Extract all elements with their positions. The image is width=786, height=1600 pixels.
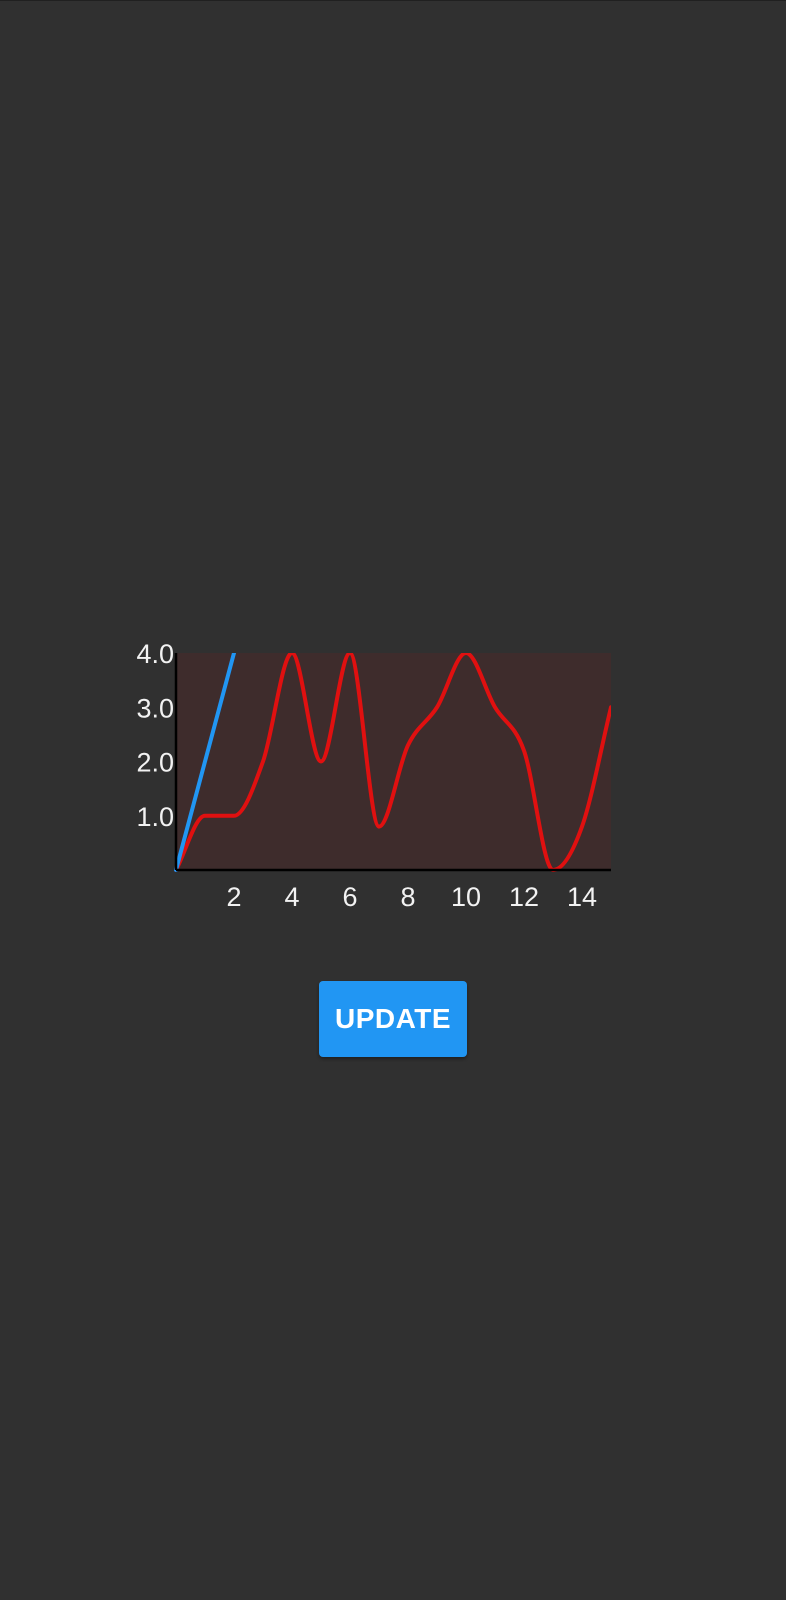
series-line-1 bbox=[174, 653, 611, 872]
update-button[interactable]: UPDATE bbox=[319, 981, 467, 1057]
x-tick-label: 14 bbox=[567, 882, 597, 910]
y-tick-label: 1.0 bbox=[136, 802, 174, 832]
x-tick-label: 2 bbox=[226, 882, 241, 910]
x-tick-label: 4 bbox=[284, 882, 299, 910]
x-tick-label: 10 bbox=[451, 882, 481, 910]
status-bar-edge bbox=[0, 0, 786, 1]
plot-area bbox=[176, 653, 611, 870]
tick-layer: 2 4 6 8 10 12 14 1.0 2.0 3.0 4.0 bbox=[136, 639, 597, 910]
x-tick-label: 8 bbox=[400, 882, 415, 910]
axis-layer bbox=[174, 653, 611, 872]
chart-svg: 2 4 6 8 10 12 14 1.0 2.0 3.0 4.0 bbox=[136, 639, 611, 910]
y-tick-label: 2.0 bbox=[136, 748, 174, 778]
series-layer bbox=[174, 653, 611, 872]
line-chart: 2 4 6 8 10 12 14 1.0 2.0 3.0 4.0 bbox=[120, 630, 620, 910]
x-tick-label: 12 bbox=[509, 882, 539, 910]
y-tick-label: 4.0 bbox=[136, 639, 174, 669]
series-line-2 bbox=[174, 653, 236, 872]
x-tick-label: 6 bbox=[342, 882, 357, 910]
y-tick-label: 3.0 bbox=[136, 693, 174, 723]
